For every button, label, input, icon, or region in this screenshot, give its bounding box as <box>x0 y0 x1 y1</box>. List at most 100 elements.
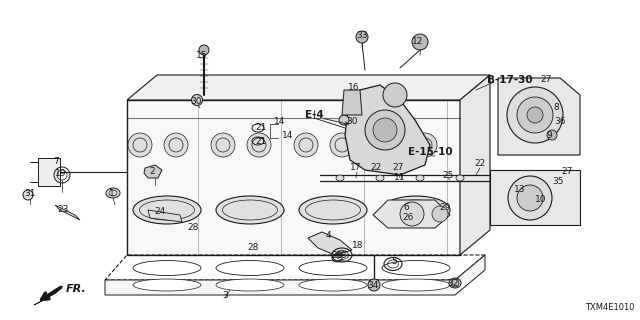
Ellipse shape <box>133 279 201 291</box>
Ellipse shape <box>376 175 384 181</box>
Text: 15: 15 <box>196 51 208 60</box>
Circle shape <box>412 34 428 50</box>
Text: 35: 35 <box>552 178 564 187</box>
Text: 4: 4 <box>325 231 331 241</box>
Text: 28: 28 <box>247 244 259 252</box>
Circle shape <box>400 202 424 226</box>
Polygon shape <box>55 205 80 220</box>
Text: 27: 27 <box>392 164 404 172</box>
Ellipse shape <box>216 196 284 224</box>
Ellipse shape <box>336 175 344 181</box>
Ellipse shape <box>339 115 349 125</box>
Polygon shape <box>498 78 580 155</box>
Text: 1: 1 <box>109 188 115 197</box>
Text: 14: 14 <box>275 116 285 125</box>
Circle shape <box>517 185 543 211</box>
Polygon shape <box>342 90 362 115</box>
Ellipse shape <box>299 279 367 291</box>
Text: 17: 17 <box>350 164 362 172</box>
Text: 36: 36 <box>554 117 566 126</box>
Text: 27: 27 <box>561 167 573 177</box>
Circle shape <box>547 130 557 140</box>
Circle shape <box>368 279 380 291</box>
Ellipse shape <box>191 94 202 106</box>
Text: 3: 3 <box>222 291 228 300</box>
Text: 23: 23 <box>58 204 68 213</box>
Circle shape <box>164 133 188 157</box>
Text: 30: 30 <box>346 116 358 125</box>
Text: 30: 30 <box>190 97 202 106</box>
Text: E-4: E-4 <box>305 110 323 120</box>
Bar <box>38 158 60 186</box>
Circle shape <box>365 110 405 150</box>
Circle shape <box>432 206 448 222</box>
Circle shape <box>356 31 368 43</box>
Polygon shape <box>127 75 490 100</box>
Polygon shape <box>34 286 63 305</box>
Ellipse shape <box>216 279 284 291</box>
Text: 24: 24 <box>154 207 166 217</box>
Text: 18: 18 <box>352 242 364 251</box>
Text: 13: 13 <box>515 186 525 195</box>
Ellipse shape <box>106 188 120 198</box>
Text: 32: 32 <box>447 278 459 287</box>
Ellipse shape <box>199 45 209 55</box>
Text: FR.: FR. <box>66 284 87 294</box>
Text: 33: 33 <box>356 30 368 39</box>
Circle shape <box>377 133 401 157</box>
Polygon shape <box>373 200 450 228</box>
Circle shape <box>527 107 543 123</box>
Text: 9: 9 <box>546 131 552 140</box>
Ellipse shape <box>382 279 450 291</box>
Text: 29: 29 <box>439 204 451 212</box>
Text: 28: 28 <box>188 223 198 233</box>
Text: 7: 7 <box>53 157 59 166</box>
Circle shape <box>247 133 271 157</box>
Polygon shape <box>127 100 460 255</box>
Circle shape <box>451 279 459 287</box>
Circle shape <box>373 118 397 142</box>
Circle shape <box>294 133 318 157</box>
Circle shape <box>507 87 563 143</box>
Text: E-15-10: E-15-10 <box>408 147 452 157</box>
Polygon shape <box>345 85 430 175</box>
Text: 6: 6 <box>403 204 409 212</box>
Polygon shape <box>308 232 352 255</box>
Text: 25: 25 <box>442 171 454 180</box>
Text: 26: 26 <box>403 213 413 222</box>
Circle shape <box>517 97 553 133</box>
Text: 31: 31 <box>24 189 36 198</box>
Text: B-17-30: B-17-30 <box>487 75 533 85</box>
Ellipse shape <box>449 278 461 288</box>
Circle shape <box>128 133 152 157</box>
Ellipse shape <box>416 175 424 181</box>
Text: 21: 21 <box>255 137 267 146</box>
Text: TXM4E1010: TXM4E1010 <box>586 303 635 312</box>
Polygon shape <box>148 210 182 222</box>
Text: 5: 5 <box>391 258 397 267</box>
Circle shape <box>211 133 235 157</box>
Text: 11: 11 <box>394 173 406 182</box>
Text: 8: 8 <box>553 103 559 113</box>
Circle shape <box>23 190 33 200</box>
Circle shape <box>330 133 354 157</box>
Text: 14: 14 <box>282 131 294 140</box>
Text: 20: 20 <box>332 252 342 260</box>
Text: 19: 19 <box>55 170 67 179</box>
Text: 22: 22 <box>371 164 381 172</box>
Text: 2: 2 <box>149 167 155 177</box>
Text: 10: 10 <box>535 196 547 204</box>
Ellipse shape <box>382 196 450 224</box>
Text: 12: 12 <box>412 36 424 45</box>
Text: 21: 21 <box>255 124 267 132</box>
Ellipse shape <box>133 196 201 224</box>
Circle shape <box>383 83 407 107</box>
Circle shape <box>508 176 552 220</box>
Text: 27: 27 <box>540 76 552 84</box>
Text: 34: 34 <box>367 281 379 290</box>
Polygon shape <box>144 165 162 178</box>
Polygon shape <box>105 255 485 295</box>
Ellipse shape <box>456 175 464 181</box>
Circle shape <box>413 133 437 157</box>
Polygon shape <box>460 75 490 255</box>
